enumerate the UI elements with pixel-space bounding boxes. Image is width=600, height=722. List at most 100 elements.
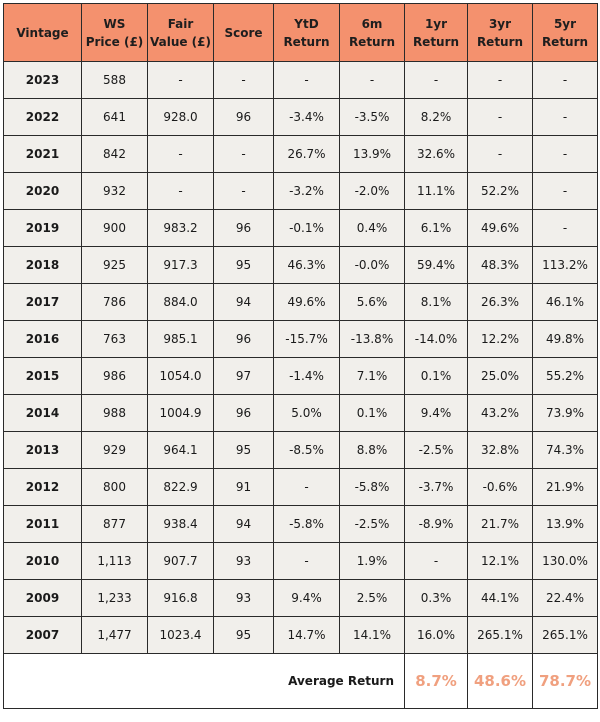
header-row: Vintage WS Price (£) Fair Value (£) Score YtD R… xyxy=(3,3,598,62)
6m-return-cell: - xyxy=(339,61,405,99)
fair-value-cell: - xyxy=(147,172,214,210)
ws-price-cell: 763 xyxy=(81,320,148,358)
score-cell: 96 xyxy=(213,209,274,247)
score-cell: 97 xyxy=(213,357,274,395)
ytd-return-cell: -3.2% xyxy=(273,172,340,210)
fair-value-cell: 928.0 xyxy=(147,98,214,136)
6m-return-cell: 14.1% xyxy=(339,616,405,654)
vintage-cell: 2016 xyxy=(3,320,82,358)
table-row: 2015 986 1054.0 97 -1.4% 7.1% 0.1% 25.0% 55.2% xyxy=(3,357,598,395)
vintage-cell: 2011 xyxy=(3,505,82,543)
6m-return-cell: 8.8% xyxy=(339,431,405,469)
header-text-line: Return xyxy=(283,34,330,49)
3yr-return-cell: - xyxy=(467,135,533,173)
ytd-return-cell: -15.7% xyxy=(273,320,340,358)
ws-price-cell: 988 xyxy=(81,394,148,432)
vintage-cell: 2012 xyxy=(3,468,82,506)
table-row: 2021 842- -26.7% 13.9% 32.6% - - xyxy=(3,135,598,173)
6m-return-cell: -2.5% xyxy=(339,505,405,543)
5yr-return-cell: 130.0% xyxy=(532,542,598,580)
5yr-return-cell: 73.9% xyxy=(532,394,598,432)
vintage-cell: 2018 xyxy=(3,246,82,284)
score-cell: 96 xyxy=(213,394,274,432)
table-row: 2007 1,477 1023.4 95 14.7% 14.1% 16.0% 265.1% 26… xyxy=(3,616,598,654)
table-row: 2014 988 1004.9 96 5.0% 0.1% 9.4% 43.2% 73.9% xyxy=(3,394,598,432)
header-text-line: 3yr xyxy=(488,16,512,31)
5yr-return-cell: 46.1% xyxy=(532,283,598,321)
ws-price-cell: 986 xyxy=(81,357,148,395)
vintage-cell: 2019 xyxy=(3,209,82,247)
5yr-return-cell: 265.1% xyxy=(532,616,598,654)
6m-return-cell: -5.8% xyxy=(339,468,405,506)
ws-price-cell: 1,113 xyxy=(81,542,148,580)
score-cell: - xyxy=(213,61,274,99)
average-1yr-return: 8.7% xyxy=(404,653,468,709)
vintage-cell: 2021 xyxy=(3,135,82,173)
fair-value-cell: - xyxy=(147,61,214,99)
ws-price-cell: 800 xyxy=(81,468,148,506)
fair-value-cell: 884.0 xyxy=(147,283,214,321)
ws-price-cell: 842 xyxy=(81,135,148,173)
table-row: 2019 900 983.2 96 -0.1% 0.4% 6.1% 49.6% - xyxy=(3,209,598,247)
3yr-return-cell: 12.2% xyxy=(467,320,533,358)
ytd-return-cell: -3.4% xyxy=(273,98,340,136)
1yr-return-cell: 59.4% xyxy=(404,246,468,284)
ws-price-cell: 925 xyxy=(81,246,148,284)
header-text-line: Vintage xyxy=(16,25,69,40)
ytd-return-cell: 14.7% xyxy=(273,616,340,654)
vintage-cell: 2007 xyxy=(3,616,82,654)
header-text-line: Return xyxy=(412,34,460,49)
header-ytd-return: YtD Return xyxy=(273,3,340,62)
5yr-return-cell: - xyxy=(532,172,598,210)
fair-value-cell: 1023.4 xyxy=(147,616,214,654)
header-text-line: WS xyxy=(103,16,126,31)
1yr-return-cell: 11.1% xyxy=(404,172,468,210)
1yr-return-cell: 8.2% xyxy=(404,98,468,136)
score-cell: 95 xyxy=(213,431,274,469)
3yr-return-cell: 12.1% xyxy=(467,542,533,580)
6m-return-cell: 0.4% xyxy=(339,209,405,247)
3yr-return-cell: 21.7% xyxy=(467,505,533,543)
fair-value-cell: 917.3 xyxy=(147,246,214,284)
ytd-return-cell: -8.5% xyxy=(273,431,340,469)
5yr-return-cell: - xyxy=(532,61,598,99)
5yr-return-cell: 55.2% xyxy=(532,357,598,395)
score-cell: 95 xyxy=(213,616,274,654)
6m-return-cell: -3.5% xyxy=(339,98,405,136)
5yr-return-cell: 13.9% xyxy=(532,505,598,543)
fair-value-cell: 822.9 xyxy=(147,468,214,506)
1yr-return-cell: 0.3% xyxy=(404,579,468,617)
header-text-line: 6m xyxy=(361,16,383,31)
header-text-line: 1yr xyxy=(424,16,448,31)
ws-price-cell: 900 xyxy=(81,209,148,247)
1yr-return-cell: 32.6% xyxy=(404,135,468,173)
header-text-line: Price (£) xyxy=(85,34,144,49)
ytd-return-cell: 9.4% xyxy=(273,579,340,617)
wine-returns-table: Vintage WS Price (£) Fair Value (£) Score YtD R… xyxy=(3,3,598,709)
1yr-return-cell: -3.7% xyxy=(404,468,468,506)
table-row: 2011 877 938.4 94 -5.8% -2.5% -8.9% 21.7% 13.9% xyxy=(3,505,598,543)
3yr-return-cell: - xyxy=(467,61,533,99)
1yr-return-cell: - xyxy=(404,542,468,580)
3yr-return-cell: - xyxy=(467,98,533,136)
ws-price-cell: 1,477 xyxy=(81,616,148,654)
fair-value-cell: 916.8 xyxy=(147,579,214,617)
vintage-cell: 2020 xyxy=(3,172,82,210)
score-cell: 96 xyxy=(213,320,274,358)
vintage-cell: 2015 xyxy=(3,357,82,395)
fair-value-cell: 964.1 xyxy=(147,431,214,469)
6m-return-cell: -0.0% xyxy=(339,246,405,284)
score-cell: 96 xyxy=(213,98,274,136)
ytd-return-cell: -1.4% xyxy=(273,357,340,395)
table-row: 2009 1,233 916.8 93 9.4% 2.5% 0.3% 44.1% 22.4% xyxy=(3,579,598,617)
ytd-return-cell: 5.0% xyxy=(273,394,340,432)
6m-return-cell: 5.6% xyxy=(339,283,405,321)
3yr-return-cell: 52.2% xyxy=(467,172,533,210)
table-body: 2023 588- - - - - - -2022 641 928.0 96 -3.4% -3.5% 8.… xyxy=(3,61,598,654)
1yr-return-cell: 16.0% xyxy=(404,616,468,654)
fair-value-cell: 1054.0 xyxy=(147,357,214,395)
table-row: 2013 929 964.1 95 -8.5% 8.8% -2.5% 32.8% 74.3% xyxy=(3,431,598,469)
header-text-line: YtD xyxy=(294,16,319,31)
header-6m-return: 6m Return xyxy=(339,3,405,62)
6m-return-cell: -2.0% xyxy=(339,172,405,210)
